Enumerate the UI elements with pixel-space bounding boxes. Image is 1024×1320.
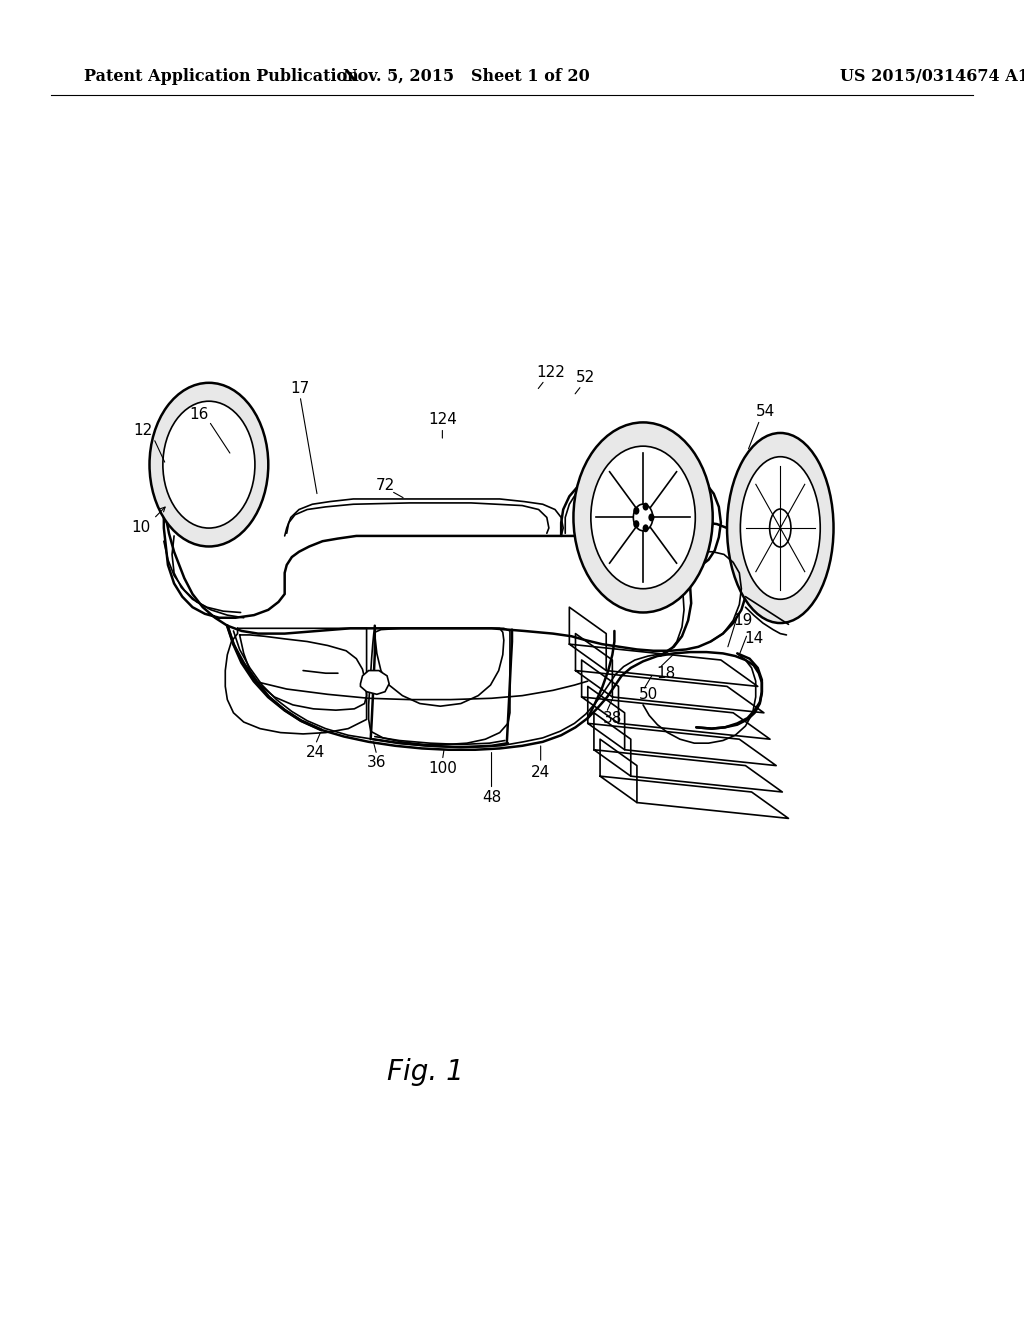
Text: 124: 124 bbox=[428, 412, 457, 428]
Ellipse shape bbox=[648, 513, 654, 521]
Text: 24: 24 bbox=[306, 744, 325, 760]
Text: 14: 14 bbox=[744, 631, 763, 647]
Text: 36: 36 bbox=[367, 755, 387, 771]
Ellipse shape bbox=[633, 520, 639, 528]
Text: 19: 19 bbox=[734, 612, 753, 628]
Polygon shape bbox=[164, 502, 748, 651]
Text: Patent Application Publication: Patent Application Publication bbox=[84, 69, 358, 84]
Ellipse shape bbox=[633, 507, 639, 515]
Text: 52: 52 bbox=[577, 370, 595, 385]
Ellipse shape bbox=[150, 383, 268, 546]
Text: 72: 72 bbox=[376, 478, 394, 494]
Ellipse shape bbox=[573, 422, 713, 612]
Text: Nov. 5, 2015   Sheet 1 of 20: Nov. 5, 2015 Sheet 1 of 20 bbox=[343, 69, 589, 84]
Text: 48: 48 bbox=[482, 789, 501, 805]
Text: 18: 18 bbox=[656, 665, 675, 681]
Text: 100: 100 bbox=[428, 760, 457, 776]
Ellipse shape bbox=[591, 446, 695, 589]
Ellipse shape bbox=[727, 433, 834, 623]
Text: 38: 38 bbox=[603, 710, 622, 726]
Ellipse shape bbox=[633, 504, 653, 531]
Ellipse shape bbox=[643, 524, 649, 532]
Text: 16: 16 bbox=[189, 407, 208, 422]
Polygon shape bbox=[360, 671, 389, 694]
Text: Fig. 1: Fig. 1 bbox=[387, 1057, 463, 1086]
Text: 10: 10 bbox=[132, 520, 151, 536]
Ellipse shape bbox=[770, 510, 791, 546]
Text: 50: 50 bbox=[639, 686, 657, 702]
Text: 122: 122 bbox=[537, 364, 565, 380]
Text: 12: 12 bbox=[134, 422, 153, 438]
Text: 17: 17 bbox=[291, 380, 309, 396]
Text: US 2015/0314674 A1: US 2015/0314674 A1 bbox=[840, 69, 1024, 84]
Text: 54: 54 bbox=[757, 404, 775, 420]
Ellipse shape bbox=[163, 401, 255, 528]
Text: 24: 24 bbox=[531, 764, 550, 780]
Ellipse shape bbox=[643, 503, 649, 511]
Ellipse shape bbox=[740, 457, 820, 599]
